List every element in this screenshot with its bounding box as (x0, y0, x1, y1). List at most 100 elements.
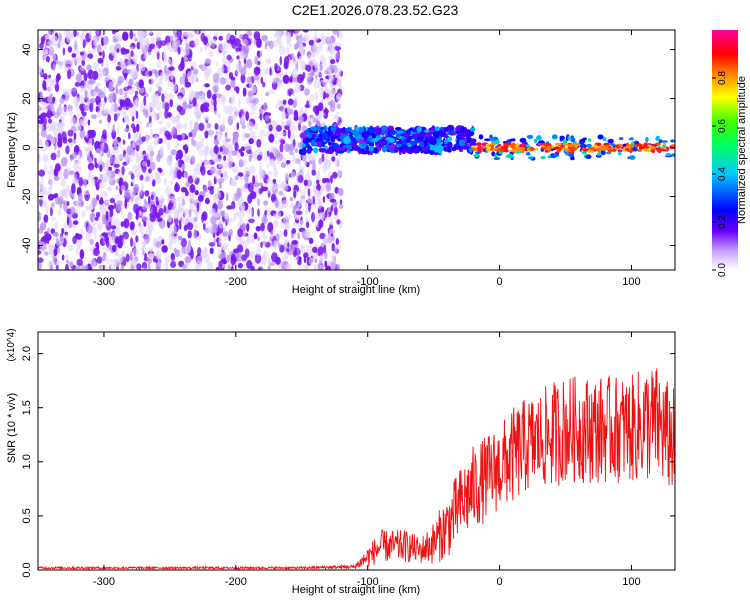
noise-blob (257, 208, 260, 217)
noise-blob (39, 180, 45, 191)
noise-blob (249, 81, 253, 90)
noise-blob (42, 154, 49, 163)
noise-blob (247, 208, 253, 217)
noise-blob (147, 253, 155, 259)
noise-blob (332, 235, 335, 242)
noise-blob (274, 63, 278, 71)
noise-blob (197, 194, 204, 202)
band-blob (327, 141, 332, 146)
noise-blob (254, 56, 259, 65)
band-halo (597, 152, 601, 156)
noise-blob (188, 132, 193, 138)
noise-blob (269, 67, 272, 76)
noise-blob (223, 155, 227, 161)
noise-blob (66, 30, 70, 40)
noise-blob (251, 102, 257, 112)
noise-blob (293, 109, 299, 118)
noise-blob (337, 170, 343, 179)
noise-blob (75, 74, 83, 83)
noise-blob (148, 195, 151, 204)
noise-blob (237, 200, 242, 206)
noise-blob (218, 260, 223, 269)
noise-blob (38, 257, 44, 263)
noise-blob (318, 102, 324, 112)
noise-blob (183, 171, 189, 178)
noise-blob (210, 216, 217, 225)
noise-blob (274, 139, 281, 144)
band-halo (489, 138, 496, 142)
noise-blob (168, 240, 173, 251)
noise-blob (63, 222, 68, 231)
noise-blob (274, 183, 281, 190)
noise-blob (92, 226, 97, 235)
noise-blob (171, 126, 177, 135)
noise-blob (282, 193, 286, 199)
noise-blob (52, 104, 55, 115)
noise-blob (75, 165, 82, 172)
noise-blob (42, 103, 49, 112)
noise-blob (100, 142, 105, 151)
noise-blob (307, 152, 311, 159)
noise-blob (307, 54, 312, 63)
noise-blob (298, 175, 304, 184)
noise-blob (71, 183, 76, 194)
noise-blob (313, 62, 320, 68)
signal-blob (642, 145, 647, 148)
noise-blob (50, 265, 54, 270)
noise-blob (320, 184, 327, 191)
noise-blob (237, 221, 240, 231)
noise-blob (327, 207, 331, 213)
signal-blob (589, 146, 596, 151)
noise-blob (101, 247, 108, 252)
band-halo (565, 152, 569, 156)
band-blob (319, 148, 327, 153)
noise-blob (186, 142, 189, 147)
noise-blob (289, 123, 296, 133)
noise-blob (90, 258, 96, 269)
band-blob (368, 147, 374, 152)
noise-blob (259, 113, 263, 121)
noise-blob (232, 132, 239, 139)
noise-blob (126, 145, 133, 156)
noise-blob (86, 224, 93, 234)
noise-blob (226, 254, 231, 263)
noise-blob (204, 130, 209, 139)
noise-blob (311, 212, 315, 223)
noise-blob (291, 240, 298, 245)
noise-blob (218, 219, 224, 229)
band-blob (429, 139, 437, 146)
noise-blob (110, 106, 115, 115)
noise-blob (102, 252, 107, 257)
noise-blob (49, 163, 53, 172)
signal-blob (512, 146, 516, 150)
noise-blob (132, 126, 137, 134)
noise-blob (91, 114, 97, 120)
noise-blob (110, 153, 113, 164)
band-blob (381, 130, 385, 136)
noise-blob (242, 87, 247, 97)
noise-blob (89, 97, 97, 104)
noise-blob (190, 155, 196, 165)
band-blob (357, 138, 365, 144)
band-blob (443, 126, 449, 133)
noise-blob (315, 196, 321, 201)
noise-blob (289, 203, 294, 209)
signal-blob (595, 148, 601, 151)
noise-blob (187, 175, 194, 184)
x-tick-label: 0 (497, 276, 503, 288)
noise-blob (59, 137, 63, 146)
noise-blob (163, 136, 168, 145)
spectrogram-frame (37, 29, 676, 271)
noise-blob (38, 104, 42, 110)
signal-blob (503, 148, 509, 153)
noise-blob (159, 145, 164, 156)
noise-blob (108, 236, 116, 245)
band-blob (372, 147, 378, 154)
noise-blob (51, 202, 55, 208)
noise-blob (89, 169, 92, 178)
noise-blob (226, 66, 232, 73)
noise-blob (202, 222, 206, 231)
noise-blob (101, 232, 108, 237)
noise-blob (302, 30, 309, 33)
noise-blob (321, 88, 324, 98)
